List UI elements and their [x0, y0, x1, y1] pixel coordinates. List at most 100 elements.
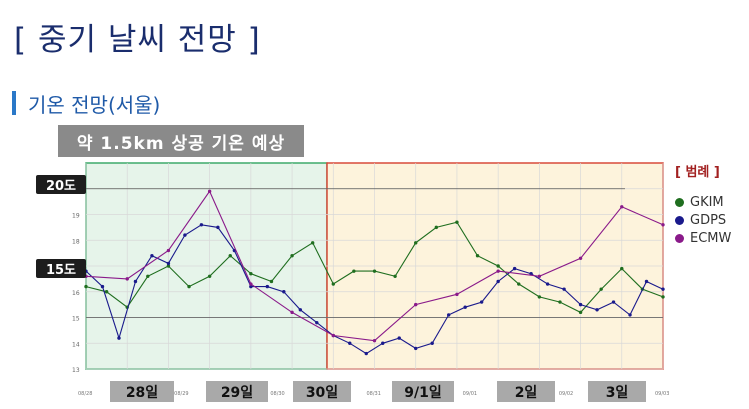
tag-15-degrees: 15도 — [36, 259, 86, 278]
data-point-gdps — [661, 287, 665, 291]
page-title: [ 중기 날씨 전망 ] — [14, 22, 261, 58]
legend-item-gdps: GDPS — [675, 211, 731, 229]
data-point-gdps — [100, 284, 105, 289]
data-point-gkim — [269, 279, 274, 284]
data-point-gkim — [249, 272, 253, 276]
data-point-ecmw — [290, 310, 294, 315]
legend-label-ecmw: ECMW — [690, 230, 732, 246]
data-point-gkim — [599, 287, 603, 291]
data-point-ecmw — [249, 282, 253, 286]
x-tick-label: 09/02 — [559, 391, 573, 397]
y-tick-label: 14 — [72, 341, 80, 348]
data-point-gdps — [529, 272, 533, 276]
data-point-gkim — [290, 254, 294, 258]
data-point-gdps — [545, 282, 550, 286]
data-point-gdps — [578, 302, 583, 307]
data-point-gkim — [455, 220, 459, 224]
legend-dot-gdps — [675, 215, 684, 225]
data-point-gdps — [364, 351, 368, 356]
data-point-gdps — [348, 341, 352, 345]
data-point-ecmw — [166, 248, 171, 253]
data-point-gdps — [265, 284, 270, 289]
data-point-gkim — [228, 254, 232, 258]
data-point-ecmw — [578, 256, 583, 260]
data-point-gdps — [249, 284, 253, 289]
legend-dot-ecmw — [675, 233, 684, 243]
section-title: 기온 전망(서울) — [28, 93, 161, 117]
data-point-gkim — [310, 241, 315, 245]
data-point-gdps — [150, 254, 154, 258]
y-tick-label: 16 — [72, 290, 80, 297]
data-point-gdps — [381, 341, 385, 345]
data-point-ecmw — [414, 302, 418, 307]
data-point-gdps — [166, 261, 171, 266]
data-point-ecmw — [661, 223, 665, 227]
x-tick-label: 08/29 — [174, 391, 188, 397]
data-point-ecmw — [620, 205, 624, 209]
data-point-ecmw — [372, 338, 377, 343]
data-point-ecmw — [537, 274, 542, 278]
data-point-gdps — [430, 341, 434, 345]
data-point-gkim — [84, 284, 88, 289]
legend-label-gkim: GKIM — [690, 194, 724, 210]
data-point-gkim — [352, 269, 356, 273]
data-point-gdps — [512, 266, 517, 271]
data-point-gdps — [414, 346, 418, 351]
legend-item-ecmw: ECMW — [675, 229, 731, 247]
data-point-ecmw — [331, 333, 335, 338]
data-point-ecmw — [455, 292, 459, 297]
day-tab-29: 29일 — [206, 381, 268, 402]
data-point-gkim — [187, 284, 191, 289]
data-point-gdps — [397, 336, 401, 340]
day-tab-30: 30일 — [293, 381, 351, 402]
data-point-ecmw — [207, 189, 212, 194]
day-tab-28: 28일 — [110, 381, 174, 402]
data-point-gkim — [517, 282, 521, 286]
data-point-gkim — [166, 264, 171, 268]
x-tick-label: 08/28 — [78, 391, 92, 397]
y-tick-label: 13 — [72, 367, 80, 374]
data-point-gdps — [133, 279, 138, 284]
data-point-gkim — [434, 225, 439, 230]
data-point-ecmw — [125, 277, 129, 281]
section-accent-bar — [12, 91, 16, 115]
x-tick-label: 09/03 — [655, 391, 669, 397]
day-tab-2: 2일 — [497, 381, 555, 402]
chart-banner: 약 1.5km 상공 기온 예상 — [58, 125, 304, 157]
data-point-gdps — [216, 225, 220, 230]
legend: [ 범례 ] GKIM GDPS ECMW — [675, 161, 731, 247]
data-point-gkim — [414, 241, 418, 245]
data-point-gkim — [372, 269, 377, 273]
legend-title: [ 범례 ] — [675, 165, 720, 180]
data-point-gkim — [146, 274, 150, 278]
legend-label-gdps: GDPS — [690, 212, 727, 228]
data-point-gkim — [537, 295, 542, 299]
data-point-gdps — [611, 300, 616, 304]
data-point-gkim — [393, 274, 397, 278]
series-line-gdps — [85, 224, 664, 355]
data-point-gkim — [331, 282, 335, 286]
day-tab-3: 3일 — [588, 381, 646, 402]
legend-dot-gkim — [675, 197, 684, 207]
y-tick-label: 18 — [72, 238, 80, 245]
data-point-gdps — [446, 313, 451, 317]
data-point-gdps — [298, 308, 303, 312]
data-point-gkim — [661, 295, 665, 299]
data-point-gdps — [479, 300, 484, 304]
data-point-gdps — [117, 336, 121, 340]
data-point-gdps — [315, 320, 319, 325]
legend-item-gkim: GKIM — [675, 193, 731, 211]
x-tick-label: 08/30 — [270, 391, 284, 397]
data-point-gdps — [282, 290, 286, 294]
data-point-gkim — [207, 274, 212, 278]
data-point-gdps — [183, 233, 187, 237]
data-point-gkim — [620, 266, 624, 271]
data-point-ecmw — [496, 269, 500, 273]
data-point-gdps — [628, 313, 632, 317]
data-point-gkim — [496, 264, 500, 268]
data-point-gdps — [595, 308, 599, 312]
x-tick-label: 09/01 — [463, 391, 477, 397]
tag-20-degrees: 20도 — [36, 175, 86, 194]
data-point-gkim — [475, 254, 480, 258]
